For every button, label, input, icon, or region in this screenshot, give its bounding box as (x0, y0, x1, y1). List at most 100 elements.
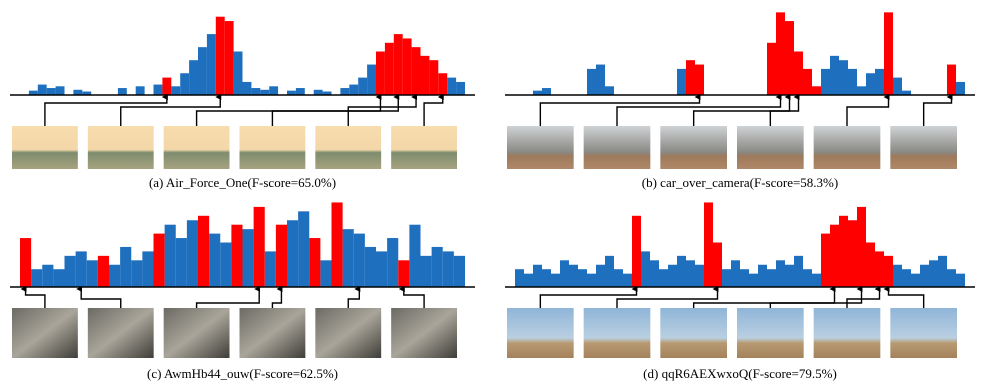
arrow (846, 94, 890, 126)
bar (275, 224, 287, 287)
bar (309, 238, 321, 287)
bar (376, 51, 385, 95)
thumbnail (737, 126, 804, 169)
bar (605, 86, 614, 95)
bar (551, 273, 560, 287)
bar (28, 90, 38, 95)
bar (287, 90, 296, 95)
bar (242, 229, 254, 287)
bar (722, 269, 731, 287)
thumbnail (813, 308, 881, 358)
bar (264, 251, 276, 287)
bar (411, 47, 421, 95)
bar (866, 242, 875, 287)
bar (947, 64, 956, 95)
bar (109, 264, 121, 287)
bar (731, 260, 740, 287)
bar (387, 238, 399, 287)
arrow (347, 94, 418, 126)
bar (260, 89, 270, 95)
bar (938, 255, 947, 287)
arrow (44, 94, 168, 126)
arrow (616, 286, 719, 308)
arrow (616, 94, 782, 126)
bar (384, 42, 394, 95)
bar (209, 233, 221, 287)
bar (340, 88, 350, 95)
thumbnail (583, 308, 651, 358)
thumbnail (87, 126, 154, 169)
bar (142, 251, 154, 287)
bar (453, 255, 465, 287)
thumbnail (163, 308, 230, 358)
bar (409, 224, 421, 287)
bar (695, 264, 704, 287)
bar (686, 60, 695, 95)
bar (812, 273, 821, 287)
arrow (769, 286, 863, 308)
bar (596, 64, 605, 95)
bar (542, 269, 551, 287)
bar (857, 206, 866, 287)
bar (189, 60, 198, 95)
thumbnail (315, 308, 382, 358)
bar (438, 73, 448, 95)
bar (298, 211, 310, 287)
arrow (271, 286, 283, 308)
bar (902, 90, 911, 95)
bar (447, 77, 457, 95)
bar (55, 86, 65, 95)
arrow (398, 286, 425, 308)
bar (569, 264, 578, 287)
arrow (76, 286, 122, 308)
caption: (b) car_over_camera(F-score=58.3%) (642, 175, 838, 190)
bar (767, 42, 776, 95)
bar (776, 12, 785, 96)
bar (587, 273, 596, 287)
bar (650, 260, 659, 287)
bar (64, 255, 76, 287)
caption: (d) qqR6AEXwxoQ(F-score=79.5%) (643, 366, 837, 381)
bar (929, 260, 938, 287)
bar (839, 215, 848, 287)
bar (353, 233, 365, 287)
bar (20, 238, 32, 287)
bar (632, 215, 641, 287)
arrow (883, 286, 925, 308)
thumbnail (737, 308, 804, 358)
bar (803, 269, 812, 287)
bar (677, 68, 686, 95)
bar (131, 260, 143, 287)
bar (794, 51, 803, 95)
bar (376, 251, 388, 287)
bar (677, 255, 686, 287)
bar (542, 88, 551, 95)
bar (37, 84, 47, 95)
thumbnail (660, 308, 727, 358)
bar (785, 264, 794, 287)
bar (920, 264, 929, 287)
bar (668, 264, 677, 287)
bar (830, 224, 839, 287)
thumbnail (890, 126, 957, 169)
bar (171, 86, 181, 95)
arrow (846, 286, 881, 308)
bar (866, 73, 875, 95)
thumbnail (391, 308, 457, 358)
arrow (20, 286, 46, 308)
arrow (692, 94, 791, 126)
bar (456, 81, 465, 95)
bar (431, 246, 443, 287)
bar (893, 77, 902, 95)
thumbnail (507, 308, 574, 358)
bar (749, 273, 758, 287)
caption: (c) AwmHb44_ouw(F-score=62.5%) (147, 366, 338, 381)
bar (420, 255, 432, 287)
bar (215, 16, 225, 96)
bar (740, 269, 749, 287)
arrow (120, 94, 222, 126)
bar (947, 269, 956, 287)
bar (233, 51, 243, 95)
bar (767, 269, 776, 287)
bar (614, 269, 623, 287)
